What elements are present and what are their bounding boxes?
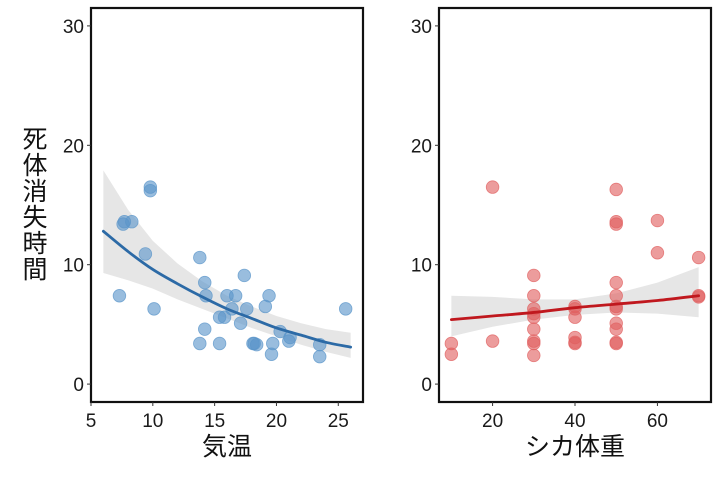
data-point (609, 182, 623, 197)
data-point (147, 302, 161, 316)
y-tick-label: 30 (63, 17, 84, 38)
right-panel-deer-weight: 0 10 20 30 20 40 60 シカ体重 (411, 6, 713, 461)
confidence-band (103, 170, 351, 358)
data-point (262, 289, 276, 303)
fit-line (101, 229, 353, 349)
left-panel-temperature: 0 10 20 30 5 10 15 20 25 気温 (63, 6, 365, 461)
y-axis-title-char: 失 (22, 203, 47, 232)
y-tick-label: 10 (411, 256, 432, 277)
data-point (125, 215, 139, 229)
x-axis-ticks: 5 10 15 20 25 (86, 402, 349, 432)
data-point (233, 316, 248, 330)
y-axis-title-char: 死 (22, 125, 47, 154)
data-point (444, 347, 459, 361)
x-tick-label: 15 (204, 411, 225, 432)
data-point (143, 183, 158, 198)
data-point (527, 348, 541, 363)
data-point (650, 213, 665, 228)
data-point (568, 336, 582, 351)
y-axis-title-char: 時 (22, 229, 47, 258)
y-tick-label: 0 (421, 375, 432, 396)
data-point (193, 336, 207, 351)
data-points (444, 180, 706, 363)
x-tick-label: 20 (482, 411, 503, 432)
data-point (609, 336, 623, 351)
data-point (650, 246, 665, 260)
data-point (112, 289, 127, 303)
y-tick-label: 10 (63, 256, 84, 277)
x-axis-ticks: 20 40 60 (482, 402, 668, 432)
data-point (527, 322, 541, 336)
y-tick-label: 30 (411, 17, 432, 38)
x-axis-title: 気温 (202, 432, 252, 461)
data-point (609, 275, 623, 290)
data-point (609, 217, 623, 231)
data-point (249, 337, 264, 352)
x-tick-label: 25 (328, 411, 349, 432)
data-point (228, 289, 243, 303)
y-axis-ticks: 0 10 20 30 (63, 17, 91, 396)
data-point (240, 302, 254, 316)
y-axis-title-char: 間 (22, 255, 47, 284)
data-point (237, 268, 252, 283)
data-point (264, 347, 279, 361)
data-point (193, 250, 207, 265)
y-axis-title-char: 体 (22, 151, 47, 180)
data-point (485, 180, 500, 194)
data-point (485, 334, 500, 348)
data-point (527, 289, 541, 303)
data-point (609, 322, 623, 336)
x-axis-title: シカ体重 (525, 432, 625, 461)
data-point (691, 250, 706, 265)
x-tick-label: 10 (142, 411, 163, 432)
y-tick-label: 20 (411, 136, 432, 157)
x-tick-label: 60 (647, 411, 668, 432)
data-point (313, 349, 327, 364)
data-point (527, 268, 541, 283)
data-point (198, 322, 212, 336)
x-tick-label: 5 (86, 411, 97, 432)
x-tick-label: 40 (564, 411, 585, 432)
fit-line (449, 294, 701, 322)
data-point (212, 336, 227, 351)
data-point (217, 310, 232, 324)
data-point (198, 275, 212, 290)
y-axis-ticks: 0 10 20 30 (411, 17, 439, 396)
data-point (527, 336, 541, 351)
data-point (568, 310, 582, 324)
data-point (138, 247, 153, 261)
x-tick-label: 20 (266, 411, 287, 432)
y-axis-title-char: 消 (22, 177, 47, 206)
y-tick-label: 20 (63, 136, 84, 157)
plot-frame (89, 6, 365, 404)
y-tick-label: 0 (73, 375, 84, 396)
data-point (338, 302, 353, 316)
